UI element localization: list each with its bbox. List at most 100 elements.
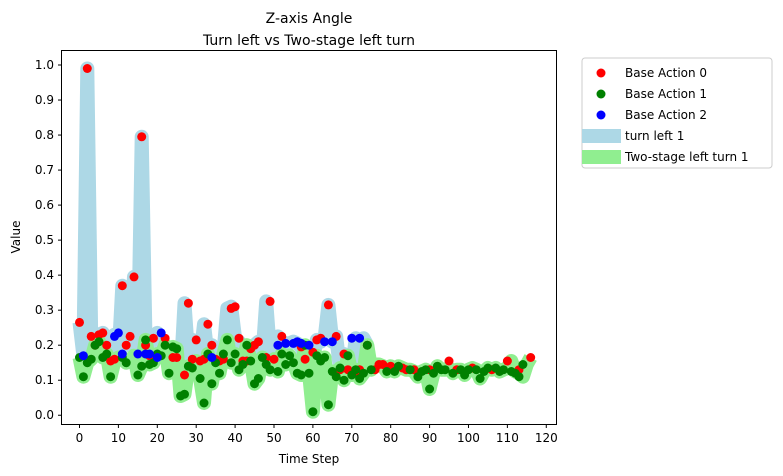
point-base-action-1	[359, 368, 368, 378]
x-tick-label: 10	[111, 431, 126, 445]
point-base-action-1	[187, 363, 197, 373]
point-base-action-2	[327, 337, 337, 347]
point-base-action-2	[281, 338, 291, 348]
point-base-action-1	[94, 337, 104, 347]
point-base-action-1	[277, 349, 287, 359]
y-axis-label: Value	[9, 221, 23, 254]
point-base-action-2	[156, 328, 166, 338]
point-base-action-1	[405, 365, 415, 375]
legend-label-base-action-2: Base Action 2	[625, 108, 707, 122]
point-base-action-1	[425, 384, 435, 394]
point-base-action-1	[285, 351, 295, 361]
point-base-action-1	[362, 340, 372, 350]
y-tick-label: 0.7	[35, 163, 54, 177]
y-tick-label: 0.5	[35, 233, 54, 247]
point-base-action-0	[203, 319, 213, 329]
x-tick-label: 120	[535, 431, 558, 445]
y-tick-label: 0.9	[35, 93, 54, 107]
point-base-action-0	[183, 298, 193, 308]
point-base-action-2	[296, 338, 306, 348]
point-base-action-2	[304, 340, 314, 350]
point-base-action-0	[110, 354, 119, 364]
point-base-action-0	[269, 354, 279, 364]
x-tick-label: 60	[305, 431, 320, 445]
point-base-action-1	[464, 365, 473, 375]
point-base-action-1	[121, 358, 131, 368]
point-base-action-1	[137, 361, 147, 371]
x-tick-label: 110	[496, 431, 519, 445]
point-base-action-1	[180, 389, 189, 399]
point-base-action-1	[207, 379, 217, 389]
x-axis-label: Time Step	[278, 452, 340, 466]
point-base-action-1	[106, 372, 116, 382]
point-base-action-2	[152, 353, 162, 362]
point-base-action-1	[253, 374, 263, 383]
legend-label-base-action-0: Base Action 0	[625, 66, 707, 80]
point-base-action-1	[242, 340, 252, 350]
legend-swatch-turn-left-1	[582, 129, 621, 143]
legend: Base Action 0 Base Action 1 Base Action 2 t…	[581, 57, 773, 169]
point-base-action-1	[288, 358, 298, 368]
point-base-action-1	[78, 372, 88, 382]
point-base-action-0	[180, 370, 189, 380]
point-base-action-2	[273, 340, 283, 350]
point-base-action-1	[281, 360, 291, 369]
point-base-action-0	[187, 354, 197, 364]
y-tick-label: 0.2	[35, 338, 54, 352]
point-base-action-1	[471, 365, 481, 375]
point-base-action-2	[355, 333, 365, 343]
point-base-action-1	[335, 363, 345, 373]
y-tick-label: 0.6	[35, 198, 54, 212]
band-turn-left-1	[72, 61, 374, 382]
point-base-action-2	[133, 349, 143, 359]
point-base-action-2	[145, 349, 154, 359]
point-base-action-2	[320, 337, 330, 347]
legend-label-turn-left-1: turn left 1	[625, 129, 684, 143]
point-base-action-1	[499, 365, 508, 375]
points-layer	[75, 64, 536, 417]
point-base-action-1	[246, 356, 256, 366]
point-base-action-0	[102, 340, 112, 350]
point-base-action-1	[230, 349, 240, 359]
point-base-action-0	[129, 272, 139, 282]
point-base-action-0	[444, 356, 454, 366]
point-base-action-1	[199, 398, 209, 408]
point-base-action-1	[483, 363, 493, 373]
point-base-action-0	[265, 296, 275, 306]
point-base-action-1	[320, 353, 330, 362]
point-base-action-1	[215, 368, 224, 378]
point-base-action-0	[172, 353, 182, 362]
point-base-action-1	[160, 340, 170, 350]
legend-marker-base-action-1	[596, 89, 606, 99]
point-base-action-1	[351, 365, 361, 375]
x-tick-label: 70	[344, 431, 359, 445]
point-base-action-0	[82, 64, 92, 73]
point-base-action-2	[347, 333, 357, 343]
point-base-action-1	[226, 358, 236, 368]
point-base-action-1	[429, 368, 438, 378]
point-base-action-2	[207, 353, 217, 362]
point-base-action-0	[378, 360, 388, 369]
legend-label-base-action-1: Base Action 1	[625, 87, 707, 101]
point-base-action-0	[98, 328, 108, 338]
x-tick-label: 50	[266, 431, 281, 445]
x-tick-label: 90	[422, 431, 437, 445]
x-tick-label: 0	[76, 431, 84, 445]
point-base-action-0	[125, 331, 135, 341]
y-tick-label: 1.0	[35, 58, 54, 72]
point-base-action-0	[234, 333, 244, 343]
y-tick-label: 0.4	[35, 268, 54, 282]
point-base-action-1	[164, 368, 174, 378]
point-base-action-1	[343, 351, 353, 361]
point-base-action-1	[141, 335, 151, 345]
plot-frame	[61, 50, 557, 425]
point-base-action-0	[191, 335, 201, 345]
x-axis: 0 10 20 30 40 50 60 70 80 90 100 110 120	[76, 424, 558, 445]
point-base-action-1	[257, 353, 267, 362]
point-base-action-0	[526, 353, 536, 362]
point-base-action-0	[300, 354, 310, 364]
chart-title-group: Z-axis Angle Turn left vs Two-stage left…	[202, 11, 415, 49]
x-tick-label: 80	[383, 431, 398, 445]
point-base-action-1	[304, 368, 314, 378]
